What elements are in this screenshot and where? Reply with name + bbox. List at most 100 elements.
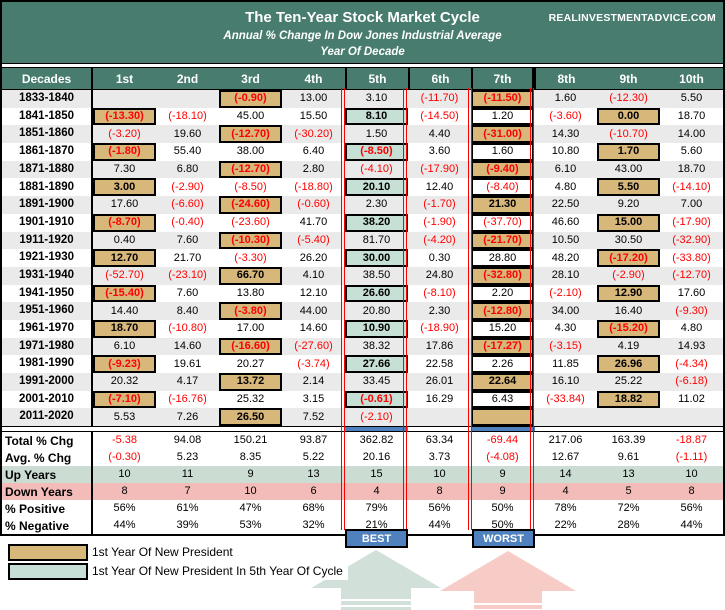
value-cell — [534, 408, 597, 426]
value-cell: 3.10 — [365, 92, 388, 105]
value-cell: (-12.70) — [672, 269, 711, 282]
value-cell: 2.30 — [365, 198, 388, 211]
decade-label: 1961-1970 — [2, 319, 93, 338]
decade-label: 1861-1870 — [2, 143, 93, 161]
value-cell: 28.10 — [551, 269, 580, 282]
value-cell: 21.30 — [471, 196, 534, 214]
value-cell: 12.70 — [93, 249, 156, 267]
value-cell: 20.32 — [110, 375, 139, 388]
value-cell: (-5.40) — [297, 233, 330, 246]
value-cell: 7.26 — [176, 410, 199, 423]
value-cell: (-17.90) — [672, 216, 711, 229]
value-cell: (-1.90) — [423, 216, 456, 229]
value-cell: (-37.70) — [471, 213, 534, 232]
value-cell: (-32.90) — [672, 233, 711, 246]
value-cell: (-10.80) — [168, 322, 207, 335]
value-cell: 5.50 — [680, 92, 703, 105]
decade-label: 1881-1890 — [2, 178, 93, 197]
decade-label: 1891-1900 — [2, 196, 93, 214]
value-cell: (-1.80) — [93, 143, 156, 161]
summary-label: Total % Chg — [2, 432, 93, 450]
summary-value: 13 — [622, 468, 635, 481]
decade-label: 2001-2010 — [2, 390, 93, 409]
summary-row: % Negative 44% 39% 53% 32% 21% 44% 50% 22% 28% 44% — [2, 517, 723, 535]
value-cell: 13.00 — [299, 92, 328, 105]
value-cell: 1.60 — [471, 143, 534, 161]
summary-value: 44% — [428, 519, 451, 532]
summary-value: 93.87 — [299, 434, 328, 447]
summary-value: 15 — [370, 468, 383, 481]
value-cell: 30.50 — [614, 233, 643, 246]
table-row: 1931-1940 (-52.70) (-23.10) 66.70 4.10 38.50 2… — [2, 266, 723, 285]
value-cell: 19.61 — [173, 357, 202, 370]
value-cell: 4.17 — [176, 375, 199, 388]
summary-value: 79% — [365, 502, 388, 515]
value-cell: (-11.50) — [471, 90, 534, 108]
value-cell: 8.10 — [345, 107, 408, 126]
value-cell: 17.00 — [236, 322, 265, 335]
table-row: 1833-1840 (-0.90) 13.00 3.10 (-11.70) (-11.50… — [2, 90, 723, 108]
summary-value: 39% — [176, 519, 199, 532]
table-row: 1951-1960 14.40 8.40 (-3.80) 44.00 20.80 2.30 (… — [2, 302, 723, 320]
summary-value: 61% — [176, 502, 199, 515]
summary-value: 8 — [688, 485, 695, 498]
value-cell: 6.40 — [302, 145, 325, 158]
value-cell: 20.10 — [345, 178, 408, 197]
summary-value: 21% — [365, 519, 388, 532]
value-cell: 5.60 — [680, 145, 703, 158]
value-cell: (-15.20) — [597, 319, 660, 338]
summary-value: 9 — [499, 468, 506, 481]
value-cell: 7.60 — [176, 233, 199, 246]
value-cell: (-0.40) — [171, 216, 204, 229]
worst-up-arrow-stripe — [474, 605, 542, 609]
value-cell: (-10.70) — [609, 127, 648, 140]
page-title: The Ten-Year Stock Market Cycle — [245, 9, 480, 26]
value-cell: 38.50 — [362, 269, 391, 282]
value-cell: (-9.23) — [93, 355, 156, 373]
summary-value: 9 — [499, 485, 506, 498]
value-cell: (-14.10) — [672, 180, 711, 193]
site-name: REALINVESTMENTADVICE.COM — [548, 12, 716, 24]
value-cell: 18.70 — [93, 319, 156, 338]
decade-label: 1921-1930 — [2, 249, 93, 267]
summary-value: 47% — [239, 502, 262, 515]
best-up-arrow-stripe — [341, 606, 411, 610]
summary-value: 9 — [247, 468, 254, 481]
value-cell: (-3.30) — [234, 251, 267, 264]
value-cell: 1.60 — [554, 92, 577, 105]
value-cell: (-21.70) — [471, 231, 534, 250]
summary-label: % Negative — [2, 517, 93, 535]
value-cell: (-8.10) — [423, 286, 456, 299]
summary-separator — [2, 426, 723, 433]
value-cell: 3.15 — [302, 393, 325, 406]
table-row: 1921-1930 12.70 21.70 (-3.30) 26.20 30.00 0.30… — [2, 249, 723, 267]
column-header-row: Decades 1st 2nd 3rd 4th 5th 6th 7th 8th 9th 10th — [2, 68, 723, 90]
teal-swatch — [8, 563, 88, 580]
table-row: 1941-1950 (-15.40) 7.60 13.80 12.10 26.60 (-8.… — [2, 284, 723, 303]
worst-up-arrow-head — [440, 551, 576, 591]
value-cell: 11.85 — [552, 357, 579, 370]
decade-label: 1851-1860 — [2, 125, 93, 144]
summary-value: 63.34 — [425, 434, 454, 447]
table-row: 1871-1880 7.30 6.80 (-12.70) 2.80 (-4.10) (-17… — [2, 160, 723, 179]
summary-row: % Positive 56% 61% 47% 68% 79% 56% 50% 78% 72% 56% — [2, 500, 723, 518]
value-cell: 22.58 — [425, 357, 454, 370]
value-cell: (-3.15) — [549, 339, 582, 352]
subtitle: Annual % Change In Dow Jones Industrial … — [223, 30, 502, 42]
table-row: 1981-1990 (-9.23) 19.61 20.27 (-3.74) 27.66 22… — [2, 355, 723, 373]
value-cell: 0.00 — [597, 107, 660, 126]
best-column-bottom-bar — [345, 427, 408, 431]
value-cell: 5.50 — [597, 178, 660, 197]
value-cell: 46.60 — [551, 216, 580, 229]
data-rows: 1833-1840 (-0.90) 13.00 3.10 (-11.70) (-11.50… — [2, 90, 723, 427]
column-header: 8th — [534, 68, 597, 89]
summary-value: 10 — [685, 468, 698, 481]
value-cell: 1.20 — [471, 107, 534, 126]
value-cell: (-0.61) — [345, 390, 408, 409]
table-row: 1891-1900 17.60 (-6.60) (-24.60) (-0.60) 2.30… — [2, 196, 723, 214]
value-cell: (-18.90) — [420, 322, 459, 335]
value-cell: 34.00 — [551, 304, 580, 317]
value-cell: 3.60 — [428, 145, 451, 158]
summary-value: -69.44 — [486, 434, 519, 447]
worst-column-bottom-bar — [472, 427, 535, 431]
